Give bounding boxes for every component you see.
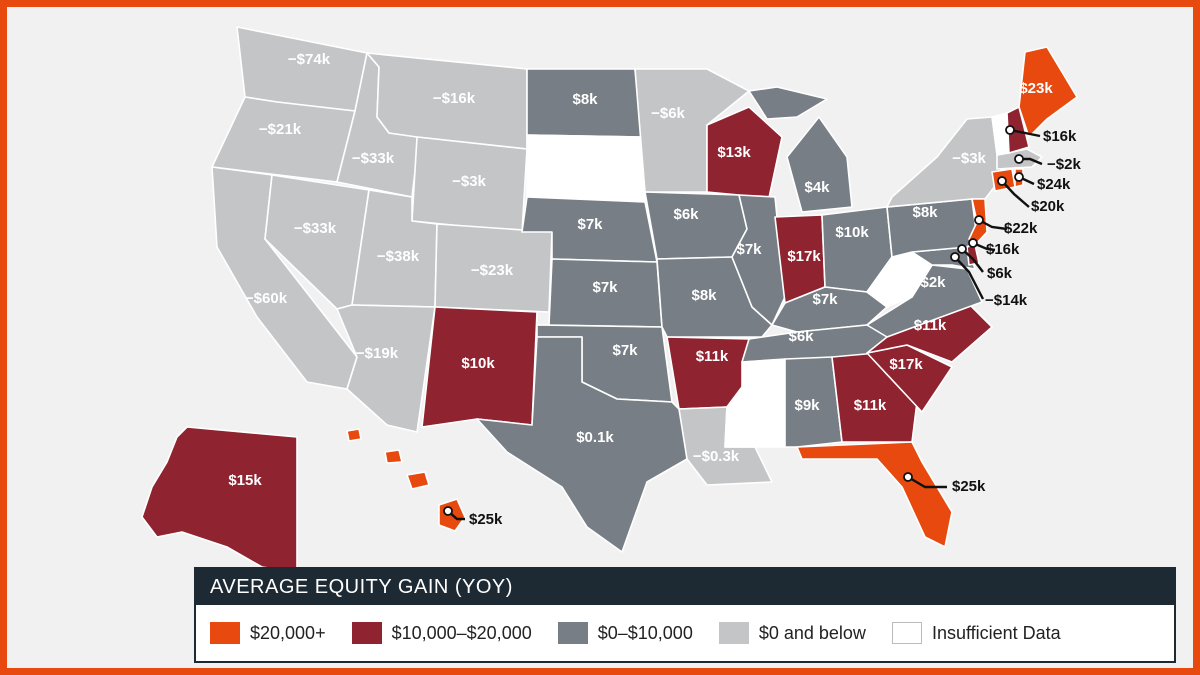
callout-fl: $25k [903, 472, 986, 495]
label-mn: −$6k [651, 105, 685, 122]
callout-de: $16k [968, 238, 1020, 258]
callout-dc: −$14k [950, 252, 1028, 309]
label-wa: −$74k [288, 51, 331, 68]
label-ia: $6k [673, 206, 699, 223]
callout-ma-label: −$2k [1047, 156, 1081, 173]
label-ak: $15k [228, 472, 262, 489]
label-ky: $7k [812, 291, 838, 308]
label-nm: $10k [461, 355, 495, 372]
label-sc: $17k [889, 356, 923, 373]
label-tx: $0.1k [576, 429, 614, 446]
label-ny: −$3k [952, 150, 986, 167]
legend-swatch-dark-gray [557, 622, 588, 644]
callout-de-label: $16k [986, 241, 1020, 258]
state-il[interactable] [731, 194, 786, 326]
label-pa: $8k [912, 204, 938, 221]
legend-swatch-maroon [351, 622, 382, 644]
legend-item-0-10k: $0–$10,000 [557, 622, 693, 644]
label-mi: $4k [804, 179, 830, 196]
callout-md-label: $6k [987, 265, 1013, 282]
label-az: −$19k [356, 345, 399, 362]
state-fl[interactable] [796, 441, 953, 548]
legend-item-10k-20k: $10,000–$20,000 [351, 622, 532, 644]
label-wy: −$3k [452, 173, 486, 190]
state-hi-oahu[interactable] [384, 449, 403, 464]
label-nc: $11k [914, 317, 947, 334]
legend-label: Insufficient Data [931, 622, 1061, 643]
legend-item-insufficient: Insufficient Data [891, 622, 1061, 644]
label-me: $23k [1019, 80, 1053, 97]
state-me[interactable] [1018, 46, 1078, 138]
label-nv: −$33k [294, 220, 337, 237]
label-co: −$23k [471, 262, 514, 279]
label-il: $7k [736, 241, 762, 258]
state-hi-maui[interactable] [406, 471, 430, 490]
label-la: −$0.3k [693, 448, 740, 465]
callout-hi-label: $25k [469, 511, 503, 528]
label-ut: −$38k [377, 248, 420, 265]
state-mi[interactable] [786, 116, 853, 213]
legend: AVERAGE EQUITY GAIN (YOY) $20,000+ $10,0… [194, 567, 1176, 663]
label-in: $17k [787, 248, 821, 265]
callout-nj-label: $22k [1004, 220, 1038, 237]
legend-label: $0 and below [758, 622, 866, 643]
state-nh[interactable] [1006, 106, 1030, 154]
callout-hi: $25k [443, 506, 503, 528]
label-oh: $10k [835, 224, 869, 241]
legend-item-20k-plus: $20,000+ [210, 622, 326, 644]
legend-items: $20,000+ $10,000–$20,000 $0–$10,000 $0 a… [196, 605, 1174, 661]
label-ks: $7k [592, 279, 618, 296]
label-ne: $7k [577, 216, 603, 233]
callout-md: $6k [957, 244, 1013, 282]
legend-label: $10,000–$20,000 [391, 622, 532, 643]
legend-swatch-white [891, 622, 922, 644]
state-ak[interactable] [141, 426, 298, 573]
label-mt: −$16k [433, 90, 476, 107]
state-al[interactable] [784, 356, 843, 448]
callout-ma: −$2k [1014, 154, 1081, 173]
legend-swatch-orange [210, 622, 240, 644]
callout-nh-label: $16k [1043, 128, 1077, 145]
label-wi: $13k [717, 144, 751, 161]
legend-label: $0–$10,000 [597, 622, 693, 643]
label-tn: $6k [788, 328, 814, 345]
callout-fl-label: $25k [952, 478, 986, 495]
label-or: −$21k [259, 121, 302, 138]
callout-nh: $16k [1005, 125, 1077, 145]
label-ga: $11k [854, 397, 887, 414]
us-equity-map: −$74k −$21k −$60k −$33k −$33k −$16k −$3k… [141, 26, 1081, 573]
state-tx[interactable] [476, 336, 688, 553]
state-ia[interactable] [644, 191, 748, 260]
label-va: $2k [920, 274, 946, 291]
callout-ct-label: $20k [1031, 198, 1065, 215]
legend-label: $20,000+ [250, 622, 326, 643]
state-hi-kauai[interactable] [346, 428, 362, 442]
map-frame: −$74k −$21k −$60k −$33k −$33k −$16k −$3k… [7, 7, 1193, 668]
callout-nj: $22k [974, 215, 1038, 237]
callout-dc-label: −$14k [985, 292, 1028, 309]
legend-swatch-light-gray [718, 622, 749, 644]
legend-title: AVERAGE EQUITY GAIN (YOY) [196, 569, 1174, 605]
callout-ri-label: $24k [1037, 176, 1071, 193]
label-al: $9k [794, 397, 820, 414]
callout-ct: $20k [997, 176, 1065, 215]
label-id: −$33k [352, 150, 395, 167]
legend-item-negative: $0 and below [718, 622, 866, 644]
state-sd[interactable] [526, 134, 646, 203]
label-ar: $11k [696, 348, 729, 365]
label-ok: $7k [612, 342, 638, 359]
label-mo: $8k [691, 287, 717, 304]
state-mi-up[interactable] [748, 86, 828, 120]
label-nd: $8k [572, 91, 598, 108]
label-ca: −$60k [245, 290, 288, 307]
callout-ri: $24k [1014, 172, 1071, 193]
